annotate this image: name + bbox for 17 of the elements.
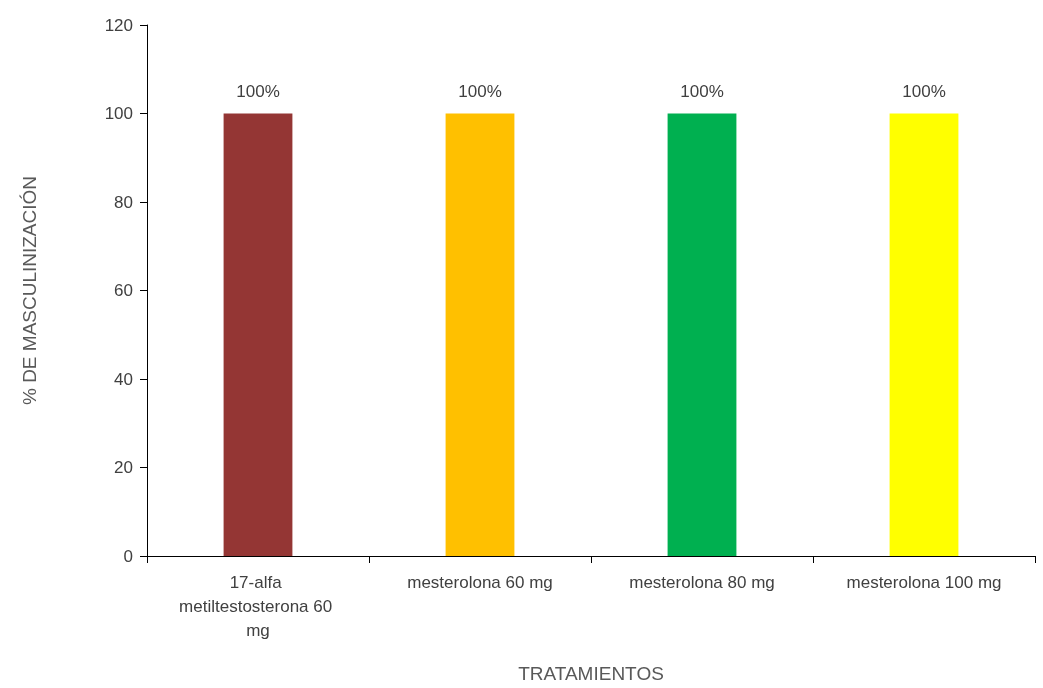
y-tick-label: 80 [114, 192, 133, 212]
x-tick-label: mesterolona 80 mg [629, 572, 775, 592]
y-tick-label: 60 [114, 281, 133, 300]
x-tick-label: 17-alfa metiltestosterona 60 mg [179, 572, 337, 640]
x-axis-title: TRATAMIENTOS [518, 663, 664, 684]
x-tick-label: mesterolona 100 mg [846, 572, 1002, 592]
y-tick-label: 100 [104, 104, 133, 123]
y-axis-title: % DE MASCULINIZACIÓN [19, 175, 40, 406]
y-tick-label: 120 [104, 15, 133, 35]
y-tick-label: 0 [123, 546, 133, 566]
y-tick-label: 40 [114, 369, 133, 389]
data-label: 100% [680, 81, 724, 101]
x-tick-label: mesterolona 60 mg [407, 572, 553, 592]
y-tick-label: 20 [114, 458, 133, 477]
data-label: 100% [902, 81, 946, 101]
data-label: 100% [458, 81, 502, 101]
data-label: 100% [236, 81, 280, 101]
